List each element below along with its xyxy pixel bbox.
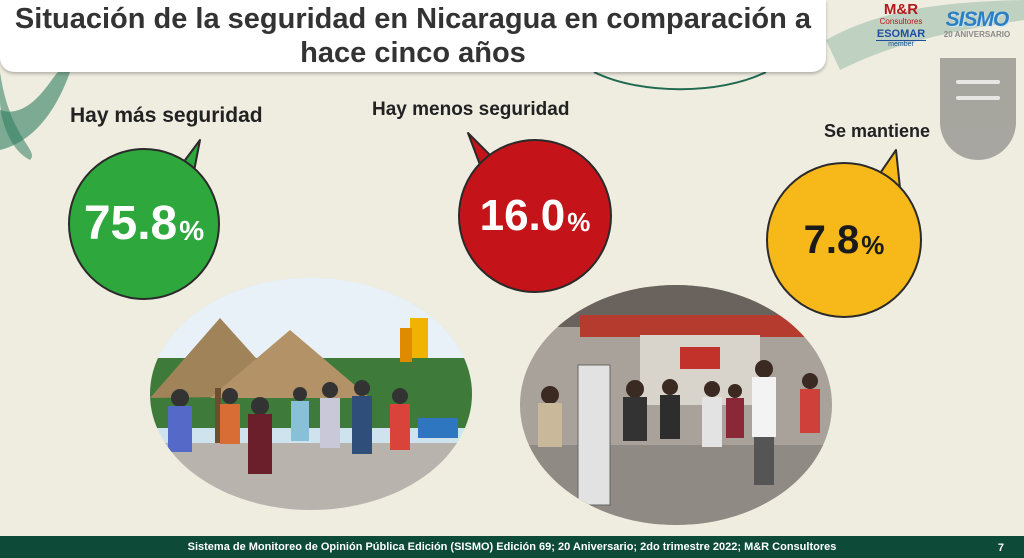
- percent-sign: %: [567, 207, 591, 237]
- bubble-menos-seguridad: 16.0%: [458, 139, 612, 293]
- label-menos-seguridad: Hay menos seguridad: [372, 99, 570, 120]
- title-box: Situación de la seguridad en Nicaragua e…: [0, 0, 826, 72]
- percent-sign: %: [179, 215, 205, 246]
- menu-line: [956, 96, 1000, 100]
- esomar-text: ESOMAR: [876, 28, 926, 40]
- percent-sign: %: [861, 230, 885, 260]
- mr-consultores-logo: M&R Consultores ESOMAR member: [876, 2, 926, 49]
- label-se-mantiene: Se mantiene: [824, 121, 931, 141]
- value-label-menos-seguridad: 16.0: [479, 191, 566, 240]
- mr-sub-text: Consultores: [879, 17, 923, 26]
- malecon-crowd-illustration: [150, 278, 472, 510]
- bubble-mas-seguridad: 75.8%: [68, 148, 220, 300]
- malecon-crowd-photo: [150, 278, 472, 510]
- label-mas-seguridad: Hay más seguridad: [70, 104, 263, 127]
- value-label-mas-seguridad: 75.8: [83, 197, 178, 250]
- bus-terminal-illustration: [520, 285, 832, 525]
- sismo-anniversary: 20 ANIVERSARIO: [943, 30, 1011, 39]
- value-label-se-mantiene: 7.8: [803, 218, 860, 262]
- sismo-logo: SISMO 20 ANIVERSARIO: [936, 8, 1018, 39]
- esomar-member-text: member: [876, 40, 926, 49]
- bus-terminal-crowd-photo: [520, 285, 832, 525]
- page-title: Situación de la seguridad en Nicaragua e…: [14, 3, 812, 69]
- bubble-se-mantiene: 7.8%: [766, 162, 922, 318]
- mr-brand-text: M&R: [883, 1, 919, 18]
- sismo-name: SISMO: [945, 8, 1010, 31]
- footer-text: Sistema de Monitoreo de Opinión Pública …: [187, 541, 837, 553]
- menu-tab[interactable]: [940, 58, 1016, 160]
- menu-line: [956, 80, 1000, 84]
- page-number: 7: [997, 542, 1004, 554]
- footer-bar: Sistema de Monitoreo de Opinión Pública …: [0, 536, 1024, 558]
